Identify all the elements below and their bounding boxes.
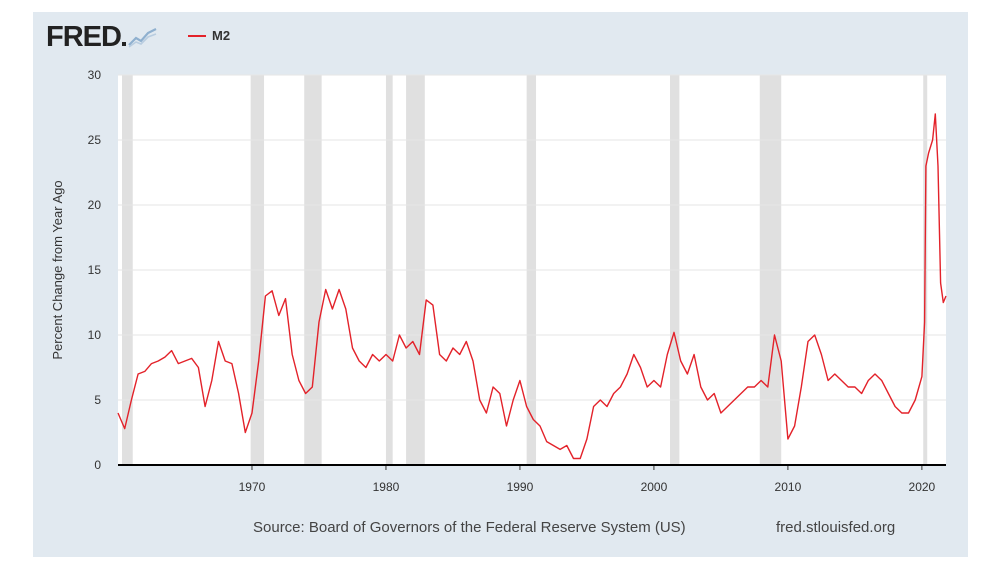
x-tick-label-2020: 2020 [909, 480, 936, 494]
fred-logo[interactable]: FRED [46, 22, 158, 52]
x-tick-label-1970: 1970 [239, 480, 266, 494]
logo-dot [121, 42, 126, 46]
y-axis-title: Percent Change from Year Ago [50, 180, 65, 359]
line-chart-icon [127, 25, 158, 49]
x-tick-label-1990: 1990 [507, 480, 534, 494]
legend: M2 [188, 28, 230, 43]
legend-swatch [188, 34, 206, 37]
x-tick-label-1980: 1980 [373, 480, 400, 494]
y-tick-label-20: 20 [88, 198, 102, 212]
x-tick-label-2010: 2010 [775, 480, 802, 494]
y-tick-label-5: 5 [94, 393, 101, 407]
series-line-m2 [117, 113, 947, 460]
source-url[interactable]: fred.stlouisfed.org [776, 519, 896, 536]
source-note: Source: Board of Governors of the Federa… [253, 519, 686, 536]
y-tick-label-25: 25 [88, 133, 102, 147]
y-tick-label-15: 15 [88, 263, 102, 277]
y-tick-label-0: 0 [94, 458, 101, 472]
fred-logo-text: FRED [46, 21, 122, 53]
x-tick-label-2000: 2000 [641, 480, 668, 494]
y-tick-label-10: 10 [88, 328, 102, 342]
y-tick-label-30: 30 [88, 68, 102, 82]
legend-label: M2 [212, 28, 231, 43]
